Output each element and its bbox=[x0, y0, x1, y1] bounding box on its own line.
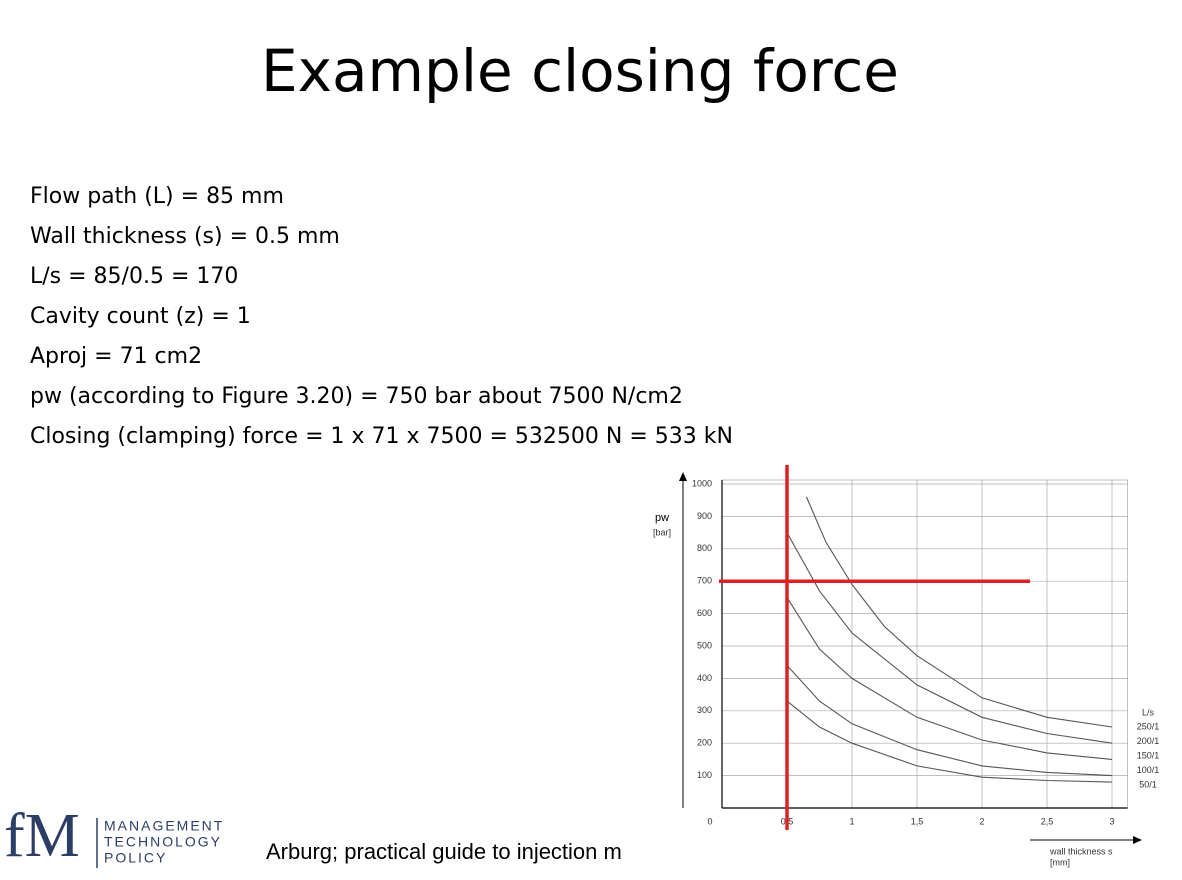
body-line: pw (according to Figure 3.20) = 750 bar … bbox=[30, 384, 683, 409]
logo-mark: fM bbox=[4, 802, 80, 870]
body-line: Flow path (L) = 85 mm bbox=[30, 184, 284, 209]
x-tick-label: 2 bbox=[979, 816, 984, 826]
caption: Arburg; practical guide to injection m bbox=[266, 839, 622, 864]
y-unit: [bar] bbox=[653, 527, 671, 537]
body-line: Closing (clamping) force = 1 x 71 x 7500… bbox=[30, 424, 733, 449]
x-label: wall thickness s bbox=[1049, 846, 1113, 856]
x-tick-label: 0 bbox=[707, 816, 712, 826]
y-label: pw bbox=[655, 512, 669, 524]
y-tick-label: 800 bbox=[697, 543, 712, 553]
chart: 100200300400500600700800900100000,511,52… bbox=[653, 465, 1159, 867]
y-arrow-head bbox=[679, 472, 687, 481]
y-tick-label: 100 bbox=[697, 770, 712, 780]
legend-label: 200/1 bbox=[1137, 736, 1160, 746]
y-tick-label: 600 bbox=[697, 608, 712, 618]
slide-title: Example closing force bbox=[261, 37, 899, 105]
legend-label: 50/1 bbox=[1139, 779, 1157, 789]
body-line: Cavity count (z) = 1 bbox=[30, 304, 251, 329]
x-unit: [mm] bbox=[1050, 857, 1070, 867]
x-arrow-head bbox=[1133, 836, 1142, 844]
curve bbox=[805, 496, 1113, 728]
y-tick-label: 500 bbox=[697, 640, 712, 650]
curve bbox=[786, 597, 1113, 760]
x-tick-label: 1 bbox=[849, 816, 854, 826]
y-tick-label: 700 bbox=[697, 576, 712, 586]
y-tick-label: 300 bbox=[697, 705, 712, 715]
body-line: Aproj = 71 cm2 bbox=[30, 344, 202, 369]
body-line: L/s = 85/0.5 = 170 bbox=[30, 264, 238, 289]
curve bbox=[786, 700, 1113, 783]
curve bbox=[786, 532, 1113, 744]
legend-label: 100/1 bbox=[1137, 765, 1160, 775]
x-tick-label: 3 bbox=[1109, 816, 1114, 826]
body-line: Wall thickness (s) = 0.5 mm bbox=[30, 224, 340, 249]
legend-label: 150/1 bbox=[1137, 750, 1160, 760]
y-tick-label: 1000 bbox=[692, 478, 712, 488]
curve bbox=[786, 665, 1113, 777]
x-tick-label: 1,5 bbox=[911, 816, 924, 826]
y-tick-label: 900 bbox=[697, 511, 712, 521]
logo-line: TECHNOLOGY bbox=[104, 834, 222, 850]
y-tick-label: 200 bbox=[697, 738, 712, 748]
legend-label: 250/1 bbox=[1137, 721, 1160, 731]
legend-title: L/s bbox=[1142, 707, 1155, 717]
logo-line: POLICY bbox=[104, 850, 167, 866]
y-tick-label: 400 bbox=[697, 673, 712, 683]
x-tick-label: 2,5 bbox=[1041, 816, 1054, 826]
logo-line: MANAGEMENT bbox=[104, 818, 224, 834]
plot-frame bbox=[721, 479, 1128, 809]
